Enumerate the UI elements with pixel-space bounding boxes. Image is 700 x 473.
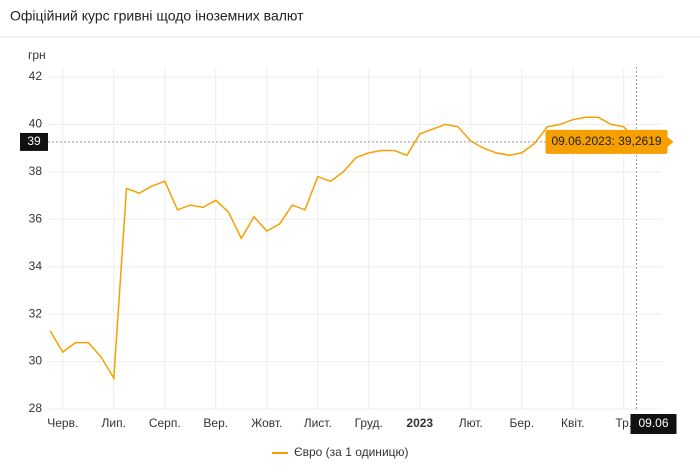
series-line xyxy=(49,116,638,381)
y-unit: грн xyxy=(28,48,46,62)
x-tick-label: Квіт. xyxy=(561,416,585,430)
y-tick-label: 40 xyxy=(29,117,43,131)
y-tick-label: 36 xyxy=(29,211,43,225)
x-tick-label: Лист. xyxy=(304,416,332,430)
y-tick-label: 32 xyxy=(29,306,43,320)
x-tick-label: Жовт. xyxy=(251,416,282,430)
y-tick-label: 34 xyxy=(29,259,43,273)
crosshair-x-box xyxy=(630,414,677,434)
tooltip-text: 09.06.2023: 39,2619 xyxy=(551,134,661,148)
x-tick-label: 2023 xyxy=(406,416,433,430)
x-tick-label: Лют. xyxy=(459,416,483,430)
y-tick-label: 38 xyxy=(29,164,43,178)
x-tick-label: Бер. xyxy=(509,416,534,430)
x-tick-label: Груд. xyxy=(355,416,383,430)
x-tick-label: Тр. xyxy=(615,416,632,430)
x-tick-label: Серп. xyxy=(149,416,181,430)
y-tick-label: 30 xyxy=(29,354,43,368)
tooltip-pointer xyxy=(667,136,674,147)
x-tick-label: Вер. xyxy=(203,416,228,430)
y-tick-label: 28 xyxy=(29,401,43,415)
legend-label: Євро (за 1 одиницю) xyxy=(294,445,409,459)
y-tick-label: 42 xyxy=(29,69,43,83)
crosshair-x-label: 09.06 xyxy=(638,416,668,430)
crosshair-y-label: 39 xyxy=(27,134,41,148)
tooltip-box xyxy=(545,129,668,154)
x-tick-label: Лип. xyxy=(102,416,126,430)
chart-title: Офіційний курс гривні щодо іноземних вал… xyxy=(10,8,304,24)
x-tick-label: Черв. xyxy=(47,416,78,430)
crosshair-y-box xyxy=(20,132,48,151)
